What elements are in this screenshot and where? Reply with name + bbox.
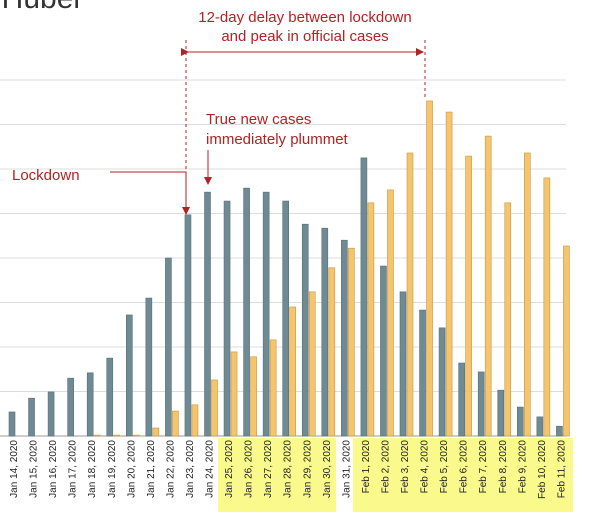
annotation: immediately plummet bbox=[206, 131, 349, 148]
bar bbox=[321, 227, 329, 437]
bar bbox=[308, 291, 316, 437]
bar bbox=[301, 223, 309, 437]
bar bbox=[438, 327, 446, 437]
bar bbox=[262, 191, 270, 437]
bar bbox=[223, 200, 231, 437]
bar bbox=[126, 314, 133, 437]
x-tick-label: Jan 16, 2020 bbox=[48, 440, 59, 498]
x-tick-label: Feb 7, 2020 bbox=[478, 440, 489, 494]
highlight bbox=[353, 438, 573, 512]
bar bbox=[367, 202, 375, 437]
x-tick-label: Feb 3, 2020 bbox=[400, 440, 411, 494]
annotation: True new cases bbox=[206, 111, 311, 128]
bar bbox=[504, 202, 512, 437]
bar bbox=[165, 257, 172, 437]
x-tick-label: Jan 24, 2020 bbox=[205, 440, 216, 498]
bar bbox=[380, 265, 387, 437]
annotation: Lockdown bbox=[12, 167, 80, 184]
bar bbox=[484, 135, 492, 437]
bar bbox=[445, 111, 453, 437]
x-tick-label: Jan 14, 2020 bbox=[9, 440, 20, 498]
bar bbox=[204, 191, 211, 437]
x-tick-label: Feb 2, 2020 bbox=[380, 440, 391, 494]
bar bbox=[348, 247, 355, 437]
x-tick-label: Jan 21, 2020 bbox=[146, 440, 157, 498]
x-tick-label: Jan 20, 2020 bbox=[126, 440, 137, 498]
bar bbox=[250, 356, 257, 437]
x-tick-label: Jan 15, 2020 bbox=[29, 440, 40, 498]
bar bbox=[211, 379, 218, 437]
bar bbox=[113, 434, 121, 437]
x-tick-label: Jan 19, 2020 bbox=[107, 440, 118, 498]
bar bbox=[133, 434, 140, 437]
bar bbox=[406, 152, 414, 437]
x-tick-label: Jan 25, 2020 bbox=[224, 440, 235, 498]
x-tick-label: Jan 29, 2020 bbox=[302, 440, 313, 498]
x-tick-label: Jan 26, 2020 bbox=[244, 440, 255, 498]
bar bbox=[543, 177, 551, 437]
bar bbox=[230, 351, 238, 437]
x-tick-label: Feb 10, 2020 bbox=[537, 440, 548, 499]
bar bbox=[465, 155, 472, 437]
x-tick-label: Jan 28, 2020 bbox=[283, 440, 294, 498]
x-tick-label: Feb 11, 2020 bbox=[556, 440, 567, 499]
x-tick-label: Feb 5, 2020 bbox=[439, 440, 450, 494]
bar bbox=[152, 427, 160, 437]
bar bbox=[269, 339, 277, 437]
bar bbox=[243, 187, 250, 437]
x-tick-label: Feb 4, 2020 bbox=[420, 440, 431, 494]
bar bbox=[145, 297, 153, 437]
x-tick-label: Jan 30, 2020 bbox=[322, 440, 333, 498]
bar bbox=[328, 267, 336, 437]
x-tick-label: Jan 22, 2020 bbox=[165, 440, 176, 498]
bar bbox=[556, 425, 563, 437]
bar bbox=[477, 371, 485, 437]
bar bbox=[516, 406, 524, 437]
bar bbox=[282, 200, 290, 437]
x-tick-label: Feb 6, 2020 bbox=[459, 440, 470, 494]
bar bbox=[28, 397, 35, 437]
x-tick-label: Feb 8, 2020 bbox=[498, 440, 509, 494]
bar bbox=[106, 357, 114, 437]
bar bbox=[172, 410, 179, 437]
bar bbox=[497, 389, 505, 437]
bar bbox=[458, 362, 465, 437]
bar bbox=[86, 372, 94, 437]
bar bbox=[399, 291, 407, 437]
bar bbox=[47, 391, 55, 437]
x-tick-label: Jan 23, 2020 bbox=[185, 440, 196, 498]
bar bbox=[289, 306, 297, 437]
x-tick-label: Feb 9, 2020 bbox=[517, 440, 528, 494]
bar bbox=[341, 239, 348, 437]
bar bbox=[191, 404, 199, 437]
bar bbox=[419, 309, 426, 437]
bar bbox=[93, 434, 101, 437]
highlight bbox=[218, 438, 336, 512]
bar bbox=[523, 152, 531, 437]
bar bbox=[360, 157, 368, 437]
x-tick-label: Jan 17, 2020 bbox=[68, 440, 79, 498]
bar bbox=[563, 245, 570, 437]
annotation-arrow bbox=[110, 171, 190, 215]
bar bbox=[184, 214, 192, 437]
x-tick-label: Jan 18, 2020 bbox=[87, 440, 98, 498]
x-tick-label: Feb 1, 2020 bbox=[361, 440, 372, 494]
bar bbox=[536, 416, 544, 437]
chart-title: in Hubei bbox=[0, 0, 80, 15]
x-tick-label: Jan 31, 2020 bbox=[341, 440, 352, 498]
annotation: and peak in official cases bbox=[221, 28, 388, 45]
x-tick-label: Jan 27, 2020 bbox=[263, 440, 274, 498]
bar bbox=[67, 377, 74, 437]
annotation: 12-day delay between lockdown bbox=[198, 9, 411, 26]
bar bbox=[387, 189, 394, 437]
bar bbox=[426, 100, 433, 437]
bar bbox=[8, 411, 16, 437]
